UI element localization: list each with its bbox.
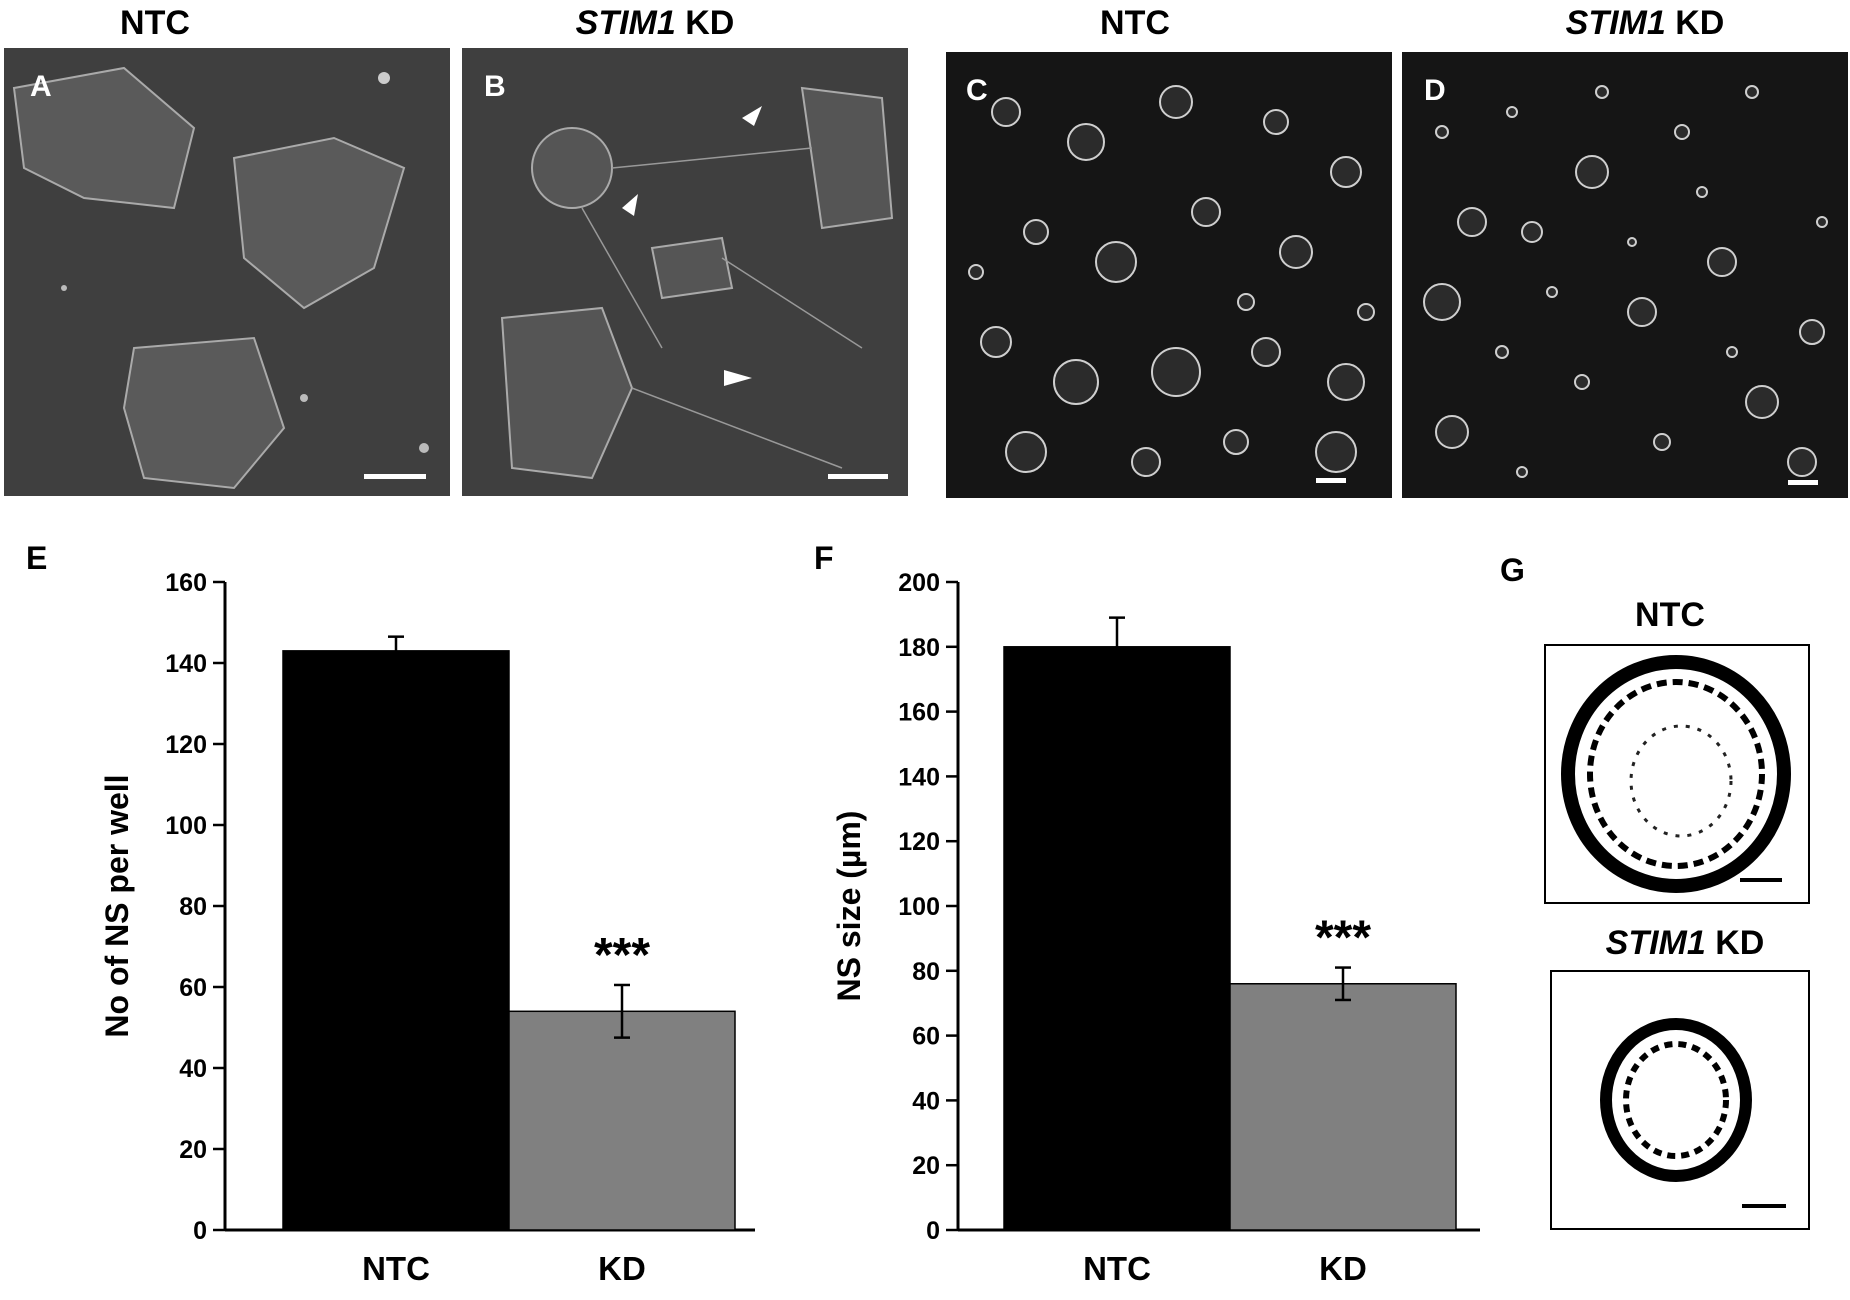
chart-e-bar-ntc (282, 650, 510, 1231)
chart-f-y-tick-label: 40 (912, 1087, 940, 1115)
chart-f-bar-kd (1229, 983, 1457, 1231)
micrograph-b: B (462, 48, 908, 496)
chart-e-y-axis-label: No of NS per well (99, 774, 135, 1037)
chart-e-y-tick-label: 120 (165, 731, 207, 759)
micrograph-c-texture (968, 85, 1375, 477)
header-b-stim1-kd: STIM1 KD (540, 4, 770, 43)
chart-e-y-tick-label: 140 (165, 650, 207, 678)
header-d-stim1-kd: STIM1 KD (1530, 4, 1760, 43)
chart-f-category-label-kd: KD (1319, 1250, 1367, 1287)
scale-bar-g-ntc (1740, 878, 1782, 882)
chart-e-y-tick-label: 60 (179, 974, 207, 1002)
chart-f-y-tick-label: 140 (898, 763, 940, 791)
chart-e-category-label-ntc: NTC (362, 1250, 430, 1287)
scale-bar-b (828, 474, 888, 479)
micrograph-a-texture (12, 66, 429, 490)
chart-f-y-axis-label: NS size (µm) (831, 811, 867, 1002)
scale-bar-g-kd (1742, 1204, 1786, 1208)
panel-g-kd-suffix: KD (1705, 924, 1765, 962)
panel-label-g: G (1500, 552, 1525, 588)
chart-e-y-tick-label: 0 (193, 1217, 207, 1245)
header-c-ntc: NTC (1100, 4, 1170, 42)
micrograph-c: C (946, 52, 1392, 498)
micrograph-b-texture (500, 86, 894, 480)
chart-e-y-tick-label: 20 (179, 1136, 207, 1164)
chart-f: 0 20 40 60 80 100 120 140 160 180 200 NS size (µm) N… (831, 569, 1480, 1287)
chart-f-y-tick-label: 160 (898, 699, 940, 727)
chart-e-y-tick-label: 80 (179, 893, 207, 921)
chart-e-y-tick-label: 40 (179, 1055, 207, 1083)
chart-f-y-tick-label: 0 (926, 1217, 940, 1245)
chart-e-bar-kd (508, 1010, 736, 1231)
neurosphere-ntc-image (1544, 644, 1810, 904)
chart-f-y-tick-label: 20 (912, 1152, 940, 1180)
chart-e: 0 20 40 60 80 100 120 140 160 No of NS per well NT… (99, 569, 755, 1287)
panel-label-d: D (1424, 74, 1446, 107)
chart-f-y-tick-label: 60 (912, 1023, 940, 1051)
chart-e-significance-kd: *** (594, 929, 650, 982)
panel-g-kd-gene: STIM1 (1605, 924, 1706, 962)
neurosphere-ntc-drawing (1561, 655, 1791, 893)
chart-e-y-tick-label: 160 (165, 569, 207, 597)
header-d-suffix: KD (1665, 4, 1725, 42)
chart-f-y-tick-label: 200 (898, 569, 940, 597)
neurosphere-kd-drawing (1600, 1018, 1752, 1182)
panel-label-c: C (966, 74, 988, 107)
header-b-gene: STIM1 (575, 4, 676, 42)
panel-label-a: A (30, 70, 52, 103)
panel-g-kd-title: STIM1 KD (1580, 924, 1790, 963)
micrograph-a: A (4, 48, 450, 496)
panel-label-e: E (26, 540, 48, 576)
chart-f-y-tick-label: 80 (912, 958, 940, 986)
chart-f-category-label-ntc: NTC (1083, 1250, 1151, 1287)
chart-f-bar-ntc (1003, 646, 1231, 1231)
scale-bar-a (364, 474, 426, 479)
scale-bar-c (1316, 478, 1346, 483)
chart-f-y-tick-label: 180 (898, 634, 940, 662)
header-d-gene: STIM1 (1565, 4, 1666, 42)
scale-bar-d (1788, 480, 1818, 485)
panel-g-ntc-title: NTC (1635, 596, 1705, 634)
chart-e-category-label-kd: KD (598, 1250, 646, 1287)
chart-f-y-tick-label: 120 (898, 828, 940, 856)
micrograph-d: D (1402, 52, 1848, 498)
panel-label-f: F (814, 540, 834, 576)
header-a-ntc: NTC (120, 4, 190, 42)
neurosphere-kd-image (1550, 970, 1810, 1230)
chart-f-y-tick-label: 100 (898, 893, 940, 921)
micrograph-d-texture (1423, 85, 1828, 478)
panel-label-b: B (484, 70, 506, 103)
chart-e-y-tick-label: 100 (165, 812, 207, 840)
chart-f-significance-kd: *** (1315, 912, 1371, 965)
header-b-suffix: KD (675, 4, 735, 42)
